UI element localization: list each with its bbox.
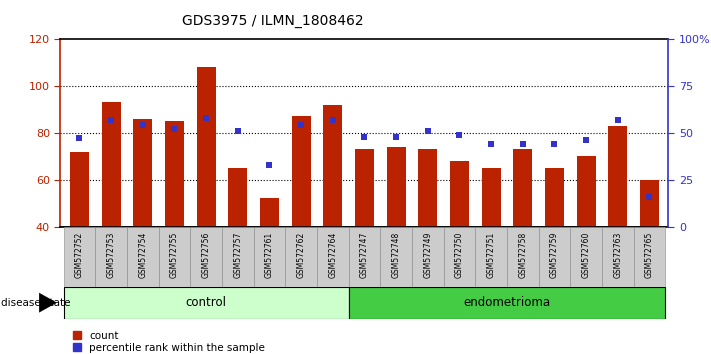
Point [264,162,275,167]
Bar [602,227,634,287]
Bar [102,102,121,227]
Text: GSM572749: GSM572749 [423,232,432,278]
Bar [127,227,159,287]
Bar [196,67,215,227]
Point [232,128,243,134]
Text: GDS3975 / ILMN_1808462: GDS3975 / ILMN_1808462 [183,14,364,28]
Text: GSM572747: GSM572747 [360,232,369,278]
Bar [538,227,570,287]
Bar [191,227,222,287]
Polygon shape [39,293,57,313]
Text: GSM572761: GSM572761 [265,232,274,278]
Point [390,134,402,139]
Point [201,115,212,121]
Bar [412,227,444,287]
Text: GSM572760: GSM572760 [582,232,591,278]
Text: GSM572751: GSM572751 [486,232,496,278]
Text: GSM572757: GSM572757 [233,232,242,278]
Bar [285,227,317,287]
Text: GSM572754: GSM572754 [138,232,147,278]
Text: GSM572750: GSM572750 [455,232,464,278]
Bar [355,149,374,227]
Bar [228,168,247,227]
Bar [418,149,437,227]
Point [169,126,180,132]
Bar [481,168,501,227]
Bar [634,227,665,287]
Bar [292,116,311,227]
Text: control: control [186,296,227,309]
Bar [570,227,602,287]
Bar [133,119,152,227]
Bar [70,152,89,227]
Bar [260,198,279,227]
Text: GSM572753: GSM572753 [107,232,116,278]
Bar [159,227,191,287]
Text: GSM572764: GSM572764 [328,232,337,278]
Text: endometrioma: endometrioma [464,296,550,309]
Point [580,137,592,143]
Bar [577,156,596,227]
Bar [95,227,127,287]
Bar [608,126,627,227]
Point [358,134,370,139]
Point [327,117,338,122]
Text: GSM572762: GSM572762 [296,232,306,278]
Bar [450,161,469,227]
Bar [545,168,564,227]
Bar [317,227,348,287]
Bar [444,227,475,287]
Bar [63,227,95,287]
Text: GSM572765: GSM572765 [645,232,654,278]
Point [74,136,85,141]
Point [486,141,497,147]
Bar [63,287,348,319]
Bar [380,227,412,287]
Text: GSM572758: GSM572758 [518,232,527,278]
Bar [348,287,665,319]
Bar [222,227,254,287]
Bar [507,227,538,287]
Text: GSM572748: GSM572748 [392,232,400,278]
Text: GSM572755: GSM572755 [170,232,179,278]
Text: disease state: disease state [1,298,70,308]
Point [137,122,149,128]
Text: GSM572756: GSM572756 [202,232,210,278]
Point [549,141,560,147]
Text: GSM572763: GSM572763 [613,232,622,278]
Point [105,117,117,122]
Bar [165,121,184,227]
Point [517,141,528,147]
Bar [254,227,285,287]
Point [422,128,434,134]
Text: GSM572752: GSM572752 [75,232,84,278]
Point [295,122,306,128]
Point [612,117,624,122]
Point [454,132,465,137]
Legend: count, percentile rank within the sample: count, percentile rank within the sample [73,331,265,353]
Text: GSM572759: GSM572759 [550,232,559,278]
Bar [348,227,380,287]
Bar [475,227,507,287]
Bar [387,147,405,227]
Point [643,194,655,199]
Bar [324,105,342,227]
Bar [513,149,533,227]
Bar [640,180,659,227]
